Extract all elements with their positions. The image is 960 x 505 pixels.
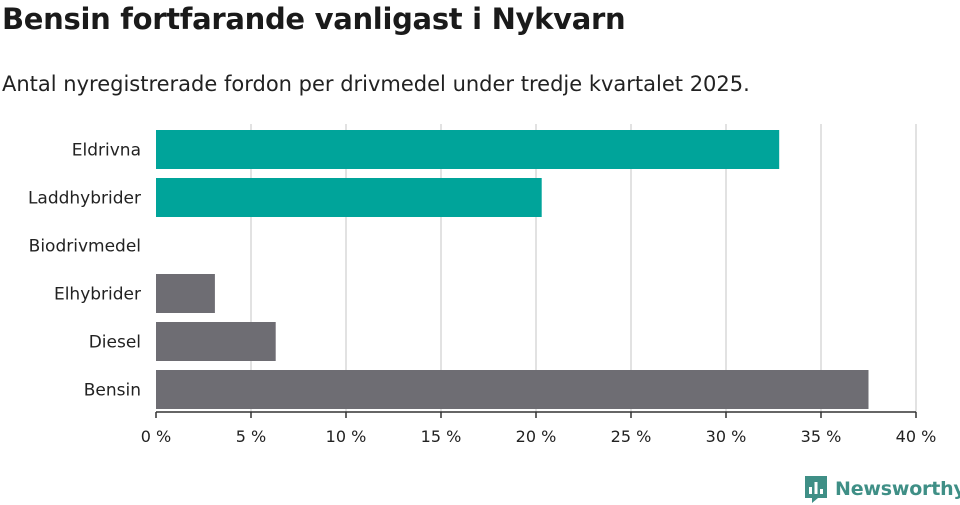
x-tick-label: 20 % — [516, 427, 557, 446]
category-label: Laddhybrider — [28, 189, 141, 209]
x-tick-label: 10 % — [326, 427, 367, 446]
bar-eldrivna — [156, 130, 780, 169]
category-labels: Eldrivna Laddhybrider Biodrivmedel Elhybrid… — [28, 141, 141, 401]
category-label: Elhybrider — [54, 285, 141, 305]
grid-lines — [250, 124, 917, 412]
chart-title: Bensin fortfarande vanligast i Nykvarn — [2, 2, 626, 36]
x-tick-label: 25 % — [611, 427, 652, 446]
category-label: Eldrivna — [72, 141, 141, 161]
bar-chart-speech-bubble-icon — [805, 476, 827, 503]
category-label: Biodrivmedel — [29, 237, 141, 257]
logo-text: Newsworthy — [835, 478, 960, 500]
category-label: Diesel — [89, 333, 141, 353]
x-tick-label: 30 % — [706, 427, 747, 446]
bar-bensin — [156, 370, 869, 409]
x-axis: 0 % 5 % 10 % 15 % 20 % 25 % 30 % 35 % 40 % — [141, 411, 937, 446]
x-tick-label: 15 % — [421, 427, 462, 446]
newsworthy-logo: Newsworthy — [803, 473, 960, 505]
bar-elhybrider — [156, 274, 215, 313]
x-tick-label: 5 % — [236, 427, 266, 446]
bar-diesel — [156, 322, 276, 361]
chart-subtitle: Antal nyregistrerade fordon per drivmede… — [2, 72, 750, 96]
x-tick-label: 40 % — [896, 427, 937, 446]
bar-laddhybrider — [156, 178, 542, 217]
bars — [156, 130, 869, 409]
category-label: Bensin — [84, 381, 141, 401]
x-tick-label: 35 % — [801, 427, 842, 446]
x-tick-label: 0 % — [141, 427, 171, 446]
